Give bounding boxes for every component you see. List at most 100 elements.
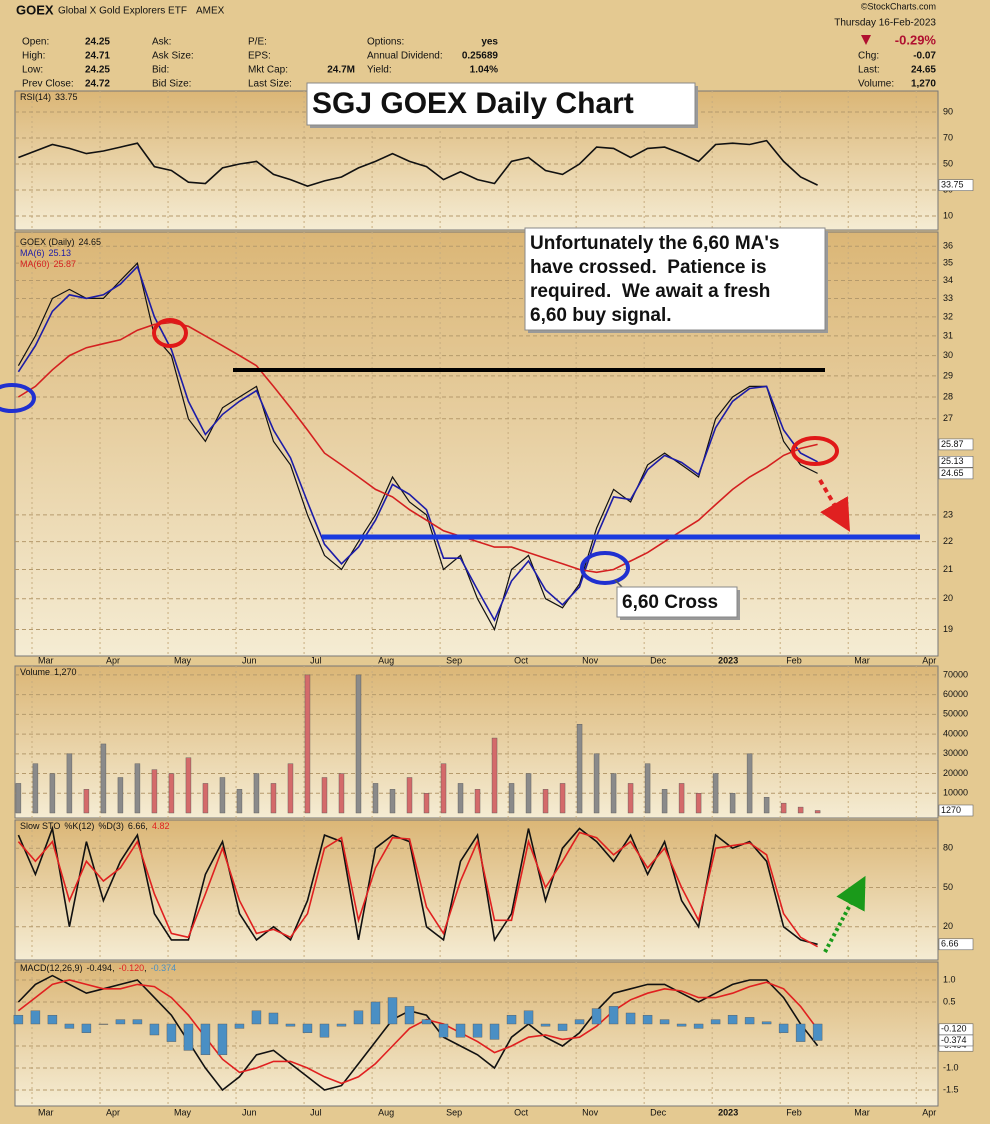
bar <box>134 763 141 814</box>
x-tick-label: Jul <box>310 655 322 665</box>
y-tick-label: 70 <box>943 132 953 142</box>
series-line <box>18 139 818 187</box>
bar <box>508 783 515 814</box>
value-tag: -0.120 <box>941 1024 967 1034</box>
legend-part: 4.82 <box>152 821 170 831</box>
bar <box>423 793 430 814</box>
y-tick-label: 19 <box>943 624 953 634</box>
quote-label: Bid Size: <box>152 79 191 90</box>
quote-label: Chg: <box>858 51 879 62</box>
y-tick-label: 10 <box>943 210 953 220</box>
legend-part: MA(6) <box>20 248 45 258</box>
quote-label: Yield: <box>367 65 392 76</box>
y-tick-label: 20 <box>943 921 953 931</box>
legend-part: , <box>112 963 115 973</box>
cross-label: 6,60 Cross <box>622 592 718 613</box>
bar <box>389 789 396 814</box>
x-tick-label: Apr <box>922 1107 936 1117</box>
legend-part: Volume <box>20 667 50 677</box>
bar <box>32 763 39 814</box>
bar <box>440 763 447 814</box>
legend-part: %K(12) <box>64 821 94 831</box>
legend-part: MA(60) <box>20 259 50 269</box>
y-tick-label: 50 <box>943 882 953 892</box>
bar <box>710 1019 721 1025</box>
x-tick-label: Apr <box>106 655 120 665</box>
note-line: have crossed. Patience is <box>530 257 767 278</box>
bar <box>661 789 668 814</box>
bar <box>66 753 73 814</box>
bar <box>132 1019 143 1025</box>
quote-value: 24.65 <box>911 65 936 76</box>
legend-entry: MACD(12,26,9) -0.494, -0.120, -0.374 <box>20 963 176 973</box>
bar <box>540 1023 551 1027</box>
annotations: SGJ GOEX Daily Chart Unfortunately the 6… <box>0 82 920 953</box>
bar <box>644 763 651 814</box>
x-tick-label: Nov <box>582 655 599 665</box>
x-tick-label: Mar <box>854 655 870 665</box>
y-tick-label: 40000 <box>943 728 968 738</box>
value-tag-box <box>938 938 974 951</box>
bar <box>285 1023 296 1027</box>
value-tag: 1270 <box>941 805 961 815</box>
legend-entry: MA(60) 25.87 <box>20 259 76 269</box>
y-tick-label: 0.5 <box>943 996 956 1006</box>
bar <box>149 1023 160 1036</box>
y-tick-label: -1.5 <box>943 1084 959 1094</box>
bar <box>678 783 685 814</box>
x-tick-label: May <box>174 1107 192 1117</box>
bar <box>438 1023 449 1038</box>
bar <box>472 1023 483 1038</box>
x-tick-label: Mar <box>854 1107 870 1117</box>
bar <box>15 783 22 814</box>
y-tick-label: 30 <box>943 350 953 360</box>
x-tick-label: Oct <box>514 655 529 665</box>
y-tick-label: 23 <box>943 509 953 519</box>
x-tick-label: 2023 <box>718 1107 738 1117</box>
bar <box>474 789 481 814</box>
legend-part: 1,270 <box>54 667 77 677</box>
legend-part: MACD(12,26,9) <box>20 963 83 973</box>
bar <box>287 763 294 814</box>
bar <box>506 1014 517 1025</box>
y-tick-label: 33 <box>943 293 953 303</box>
quote-label: Last Size: <box>248 79 292 90</box>
quote-label: Options: <box>367 37 404 48</box>
quote-label: High: <box>22 51 45 62</box>
bar <box>83 789 90 814</box>
quote-value: -0.07 <box>913 51 936 62</box>
x-tick-label: May <box>174 655 192 665</box>
y-tick-label: 70000 <box>943 669 968 679</box>
note-box <box>524 227 826 331</box>
y-tick-label: 29 <box>943 370 953 380</box>
y-tick-label: 34 <box>943 275 953 285</box>
x-tick-label: Dec <box>650 655 667 665</box>
y-tick-label: 36 <box>943 241 953 251</box>
x-tick-label: Oct <box>514 1107 529 1117</box>
bar <box>30 1010 41 1025</box>
bar <box>406 777 413 814</box>
bar <box>200 1023 211 1056</box>
quote-label: P/E: <box>248 37 267 48</box>
bar <box>676 1023 687 1027</box>
bar <box>778 1023 789 1033</box>
bar <box>353 1010 364 1025</box>
bar <box>491 737 498 814</box>
note-line: required. We await a fresh <box>530 281 770 302</box>
bar <box>372 783 379 814</box>
bar <box>115 1019 126 1025</box>
bar <box>49 773 56 814</box>
bar <box>576 724 583 814</box>
quote-label: Prev Close: <box>22 79 74 90</box>
exchange: AMEX <box>196 6 225 17</box>
x-tick-label: Apr <box>922 655 936 665</box>
bar <box>693 1023 704 1029</box>
bar <box>81 1023 92 1033</box>
legend-part: 6.66 <box>128 821 146 831</box>
legend-part: -0.374 <box>151 963 177 973</box>
quote-label: Volume: <box>858 79 894 90</box>
x-tick-label: Feb <box>786 655 802 665</box>
series-line <box>17 825 818 946</box>
bar <box>236 789 243 814</box>
